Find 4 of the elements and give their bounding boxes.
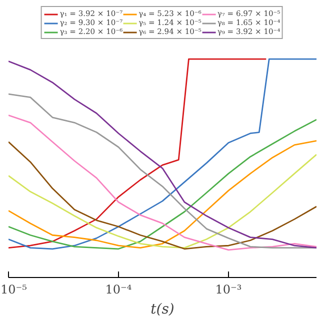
x-tick-label: 10⁻⁴ (105, 282, 132, 296)
x-tick-label: 10⁻⁵ (0, 282, 28, 296)
x-axis-title: t(s) (150, 302, 174, 318)
x-tick-label: 10⁻³ (215, 282, 242, 296)
